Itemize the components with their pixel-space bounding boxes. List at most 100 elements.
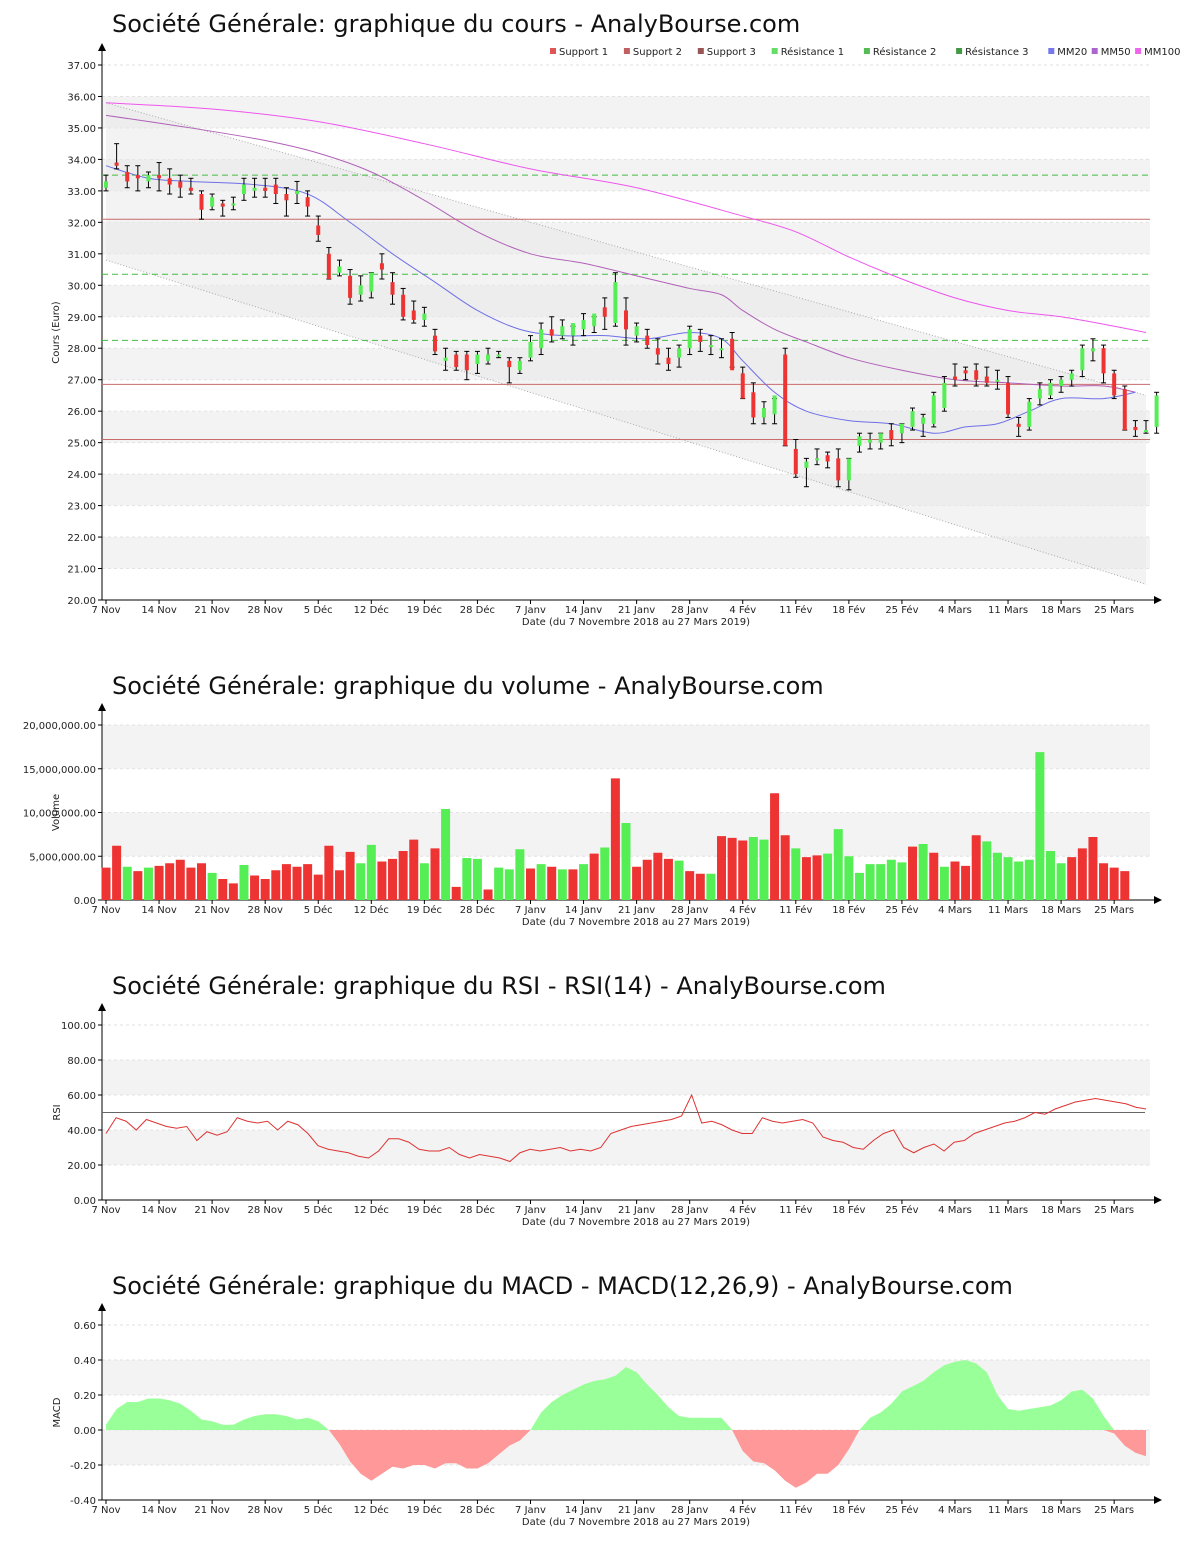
candle-body [624, 310, 628, 330]
volume-bar [854, 872, 864, 900]
volume-bar [1077, 848, 1087, 900]
volume-bar [504, 869, 514, 900]
candle-body [135, 175, 140, 179]
candle-body [241, 184, 246, 195]
candle-body [899, 423, 904, 434]
volume-bar [727, 837, 737, 900]
volume-bar [759, 839, 769, 900]
candle-body [581, 319, 586, 330]
candle-body [1059, 379, 1064, 386]
volume-bar [557, 869, 567, 900]
y-tick-label: 21.00 [67, 565, 96, 576]
candle-body [878, 433, 883, 443]
y-axis-arrow [98, 43, 106, 51]
candle-body [1006, 382, 1011, 415]
legend-swatch [863, 48, 870, 54]
candle-body [539, 329, 544, 349]
y-axis-label: MACD [52, 1397, 63, 1427]
x-tick-label: 12 Déc [354, 604, 389, 616]
x-tick-label: 18 Mars [1041, 1505, 1081, 1516]
candle-body [273, 184, 278, 195]
grid-band [102, 96, 1150, 128]
volume-panel: Société Générale: graphique du volume - … [112, 672, 824, 700]
volume-bar [992, 852, 1002, 900]
volume-bar [515, 849, 525, 900]
x-tick-label: 28 Déc [460, 904, 495, 916]
x-tick-label: 28 Janv [671, 905, 708, 916]
volume-bar [398, 851, 408, 900]
x-tick-label: 7 Janv [515, 1205, 546, 1216]
x-tick-label: 11 Fév [779, 1204, 812, 1216]
candle-body [708, 345, 713, 348]
volume-bar [1056, 863, 1066, 900]
y-tick-label: 23.00 [67, 502, 96, 513]
candle-body [698, 335, 703, 342]
candle-body [146, 175, 151, 182]
volume-bar [228, 883, 238, 900]
x-tick-label: 25 Mars [1094, 1505, 1134, 1516]
candle-body [411, 310, 416, 320]
candle-body [348, 275, 353, 298]
y-tick-label: 20.00 [67, 596, 96, 607]
candle-body [602, 307, 607, 317]
x-tick-label: 19 Déc [407, 604, 442, 616]
volume-bar [674, 860, 684, 900]
legend-swatch [623, 48, 630, 54]
candle-body [295, 190, 300, 195]
volume-bar [303, 864, 313, 900]
x-tick-label: 21 Janv [618, 605, 655, 616]
candle-body [868, 439, 873, 443]
volume-bar [430, 848, 440, 900]
volume-bar [451, 886, 461, 900]
x-tick-label: 14 Nov [141, 605, 177, 616]
y-tick-label: 25.00 [67, 439, 96, 450]
legend-label: Résistance 3 [965, 46, 1028, 58]
legend-label: Support 3 [707, 47, 756, 58]
legend-label: Résistance 1 [781, 46, 844, 58]
y-tick-label: 20.00 [67, 1161, 96, 1172]
candle-body [475, 354, 480, 364]
y-tick-label: 34.00 [67, 155, 96, 166]
x-tick-label: 28 Nov [247, 905, 283, 916]
volume-bar [101, 867, 111, 900]
x-tick-label: 5 Déc [304, 1504, 333, 1516]
volume-bar [897, 862, 907, 900]
candle-body [1016, 423, 1021, 427]
candle-body [931, 395, 936, 424]
x-tick-label: 4 Fév [729, 904, 756, 916]
candle-body [358, 285, 363, 295]
x-tick-label: 5 Déc [304, 904, 333, 916]
candle-body [761, 408, 766, 418]
volume-bar [1003, 857, 1013, 900]
rsi-line [105, 1093, 1147, 1163]
volume-bar [250, 875, 260, 900]
candle-body [751, 392, 756, 418]
candle-body [284, 194, 289, 201]
candle-body [199, 194, 204, 210]
x-tick-label: 28 Déc [460, 604, 495, 616]
volume-bar [695, 873, 705, 900]
macd-positive-area [106, 1360, 1146, 1430]
price-chart-title: Société Générale: graphique du cours - A… [112, 10, 801, 38]
volume-bar [165, 863, 175, 900]
y-tick-label: 0.00 [74, 896, 96, 907]
rsi-chart: 0.00 20.00 40.00 60.00 80.00 100.00 7 Nov 14 No… [52, 1003, 1162, 1228]
candle-body [369, 272, 374, 292]
volume-bar [207, 872, 217, 900]
x-tick-label: 11 Fév [779, 1504, 812, 1516]
x-tick-label: 14 Janv [565, 905, 602, 916]
candle-body [326, 253, 331, 279]
grid-band [102, 725, 1150, 769]
candle-body [1069, 373, 1074, 380]
x-tick-label: 7 Janv [515, 905, 546, 916]
volume-bar [122, 866, 132, 900]
volume-bar [982, 841, 992, 900]
candle-body [592, 313, 597, 327]
candle-body [560, 326, 565, 336]
volume-bar [175, 859, 185, 900]
y-tick-label: 24.00 [67, 470, 96, 481]
x-tick-label: 5 Déc [304, 1204, 333, 1216]
price-panel: Société Générale: graphique du cours - A… [0, 0, 1200, 640]
x-axis-label: Date (du 7 Novembre 2018 au 27 Mars 2019… [522, 917, 750, 928]
candle-body [836, 458, 841, 481]
